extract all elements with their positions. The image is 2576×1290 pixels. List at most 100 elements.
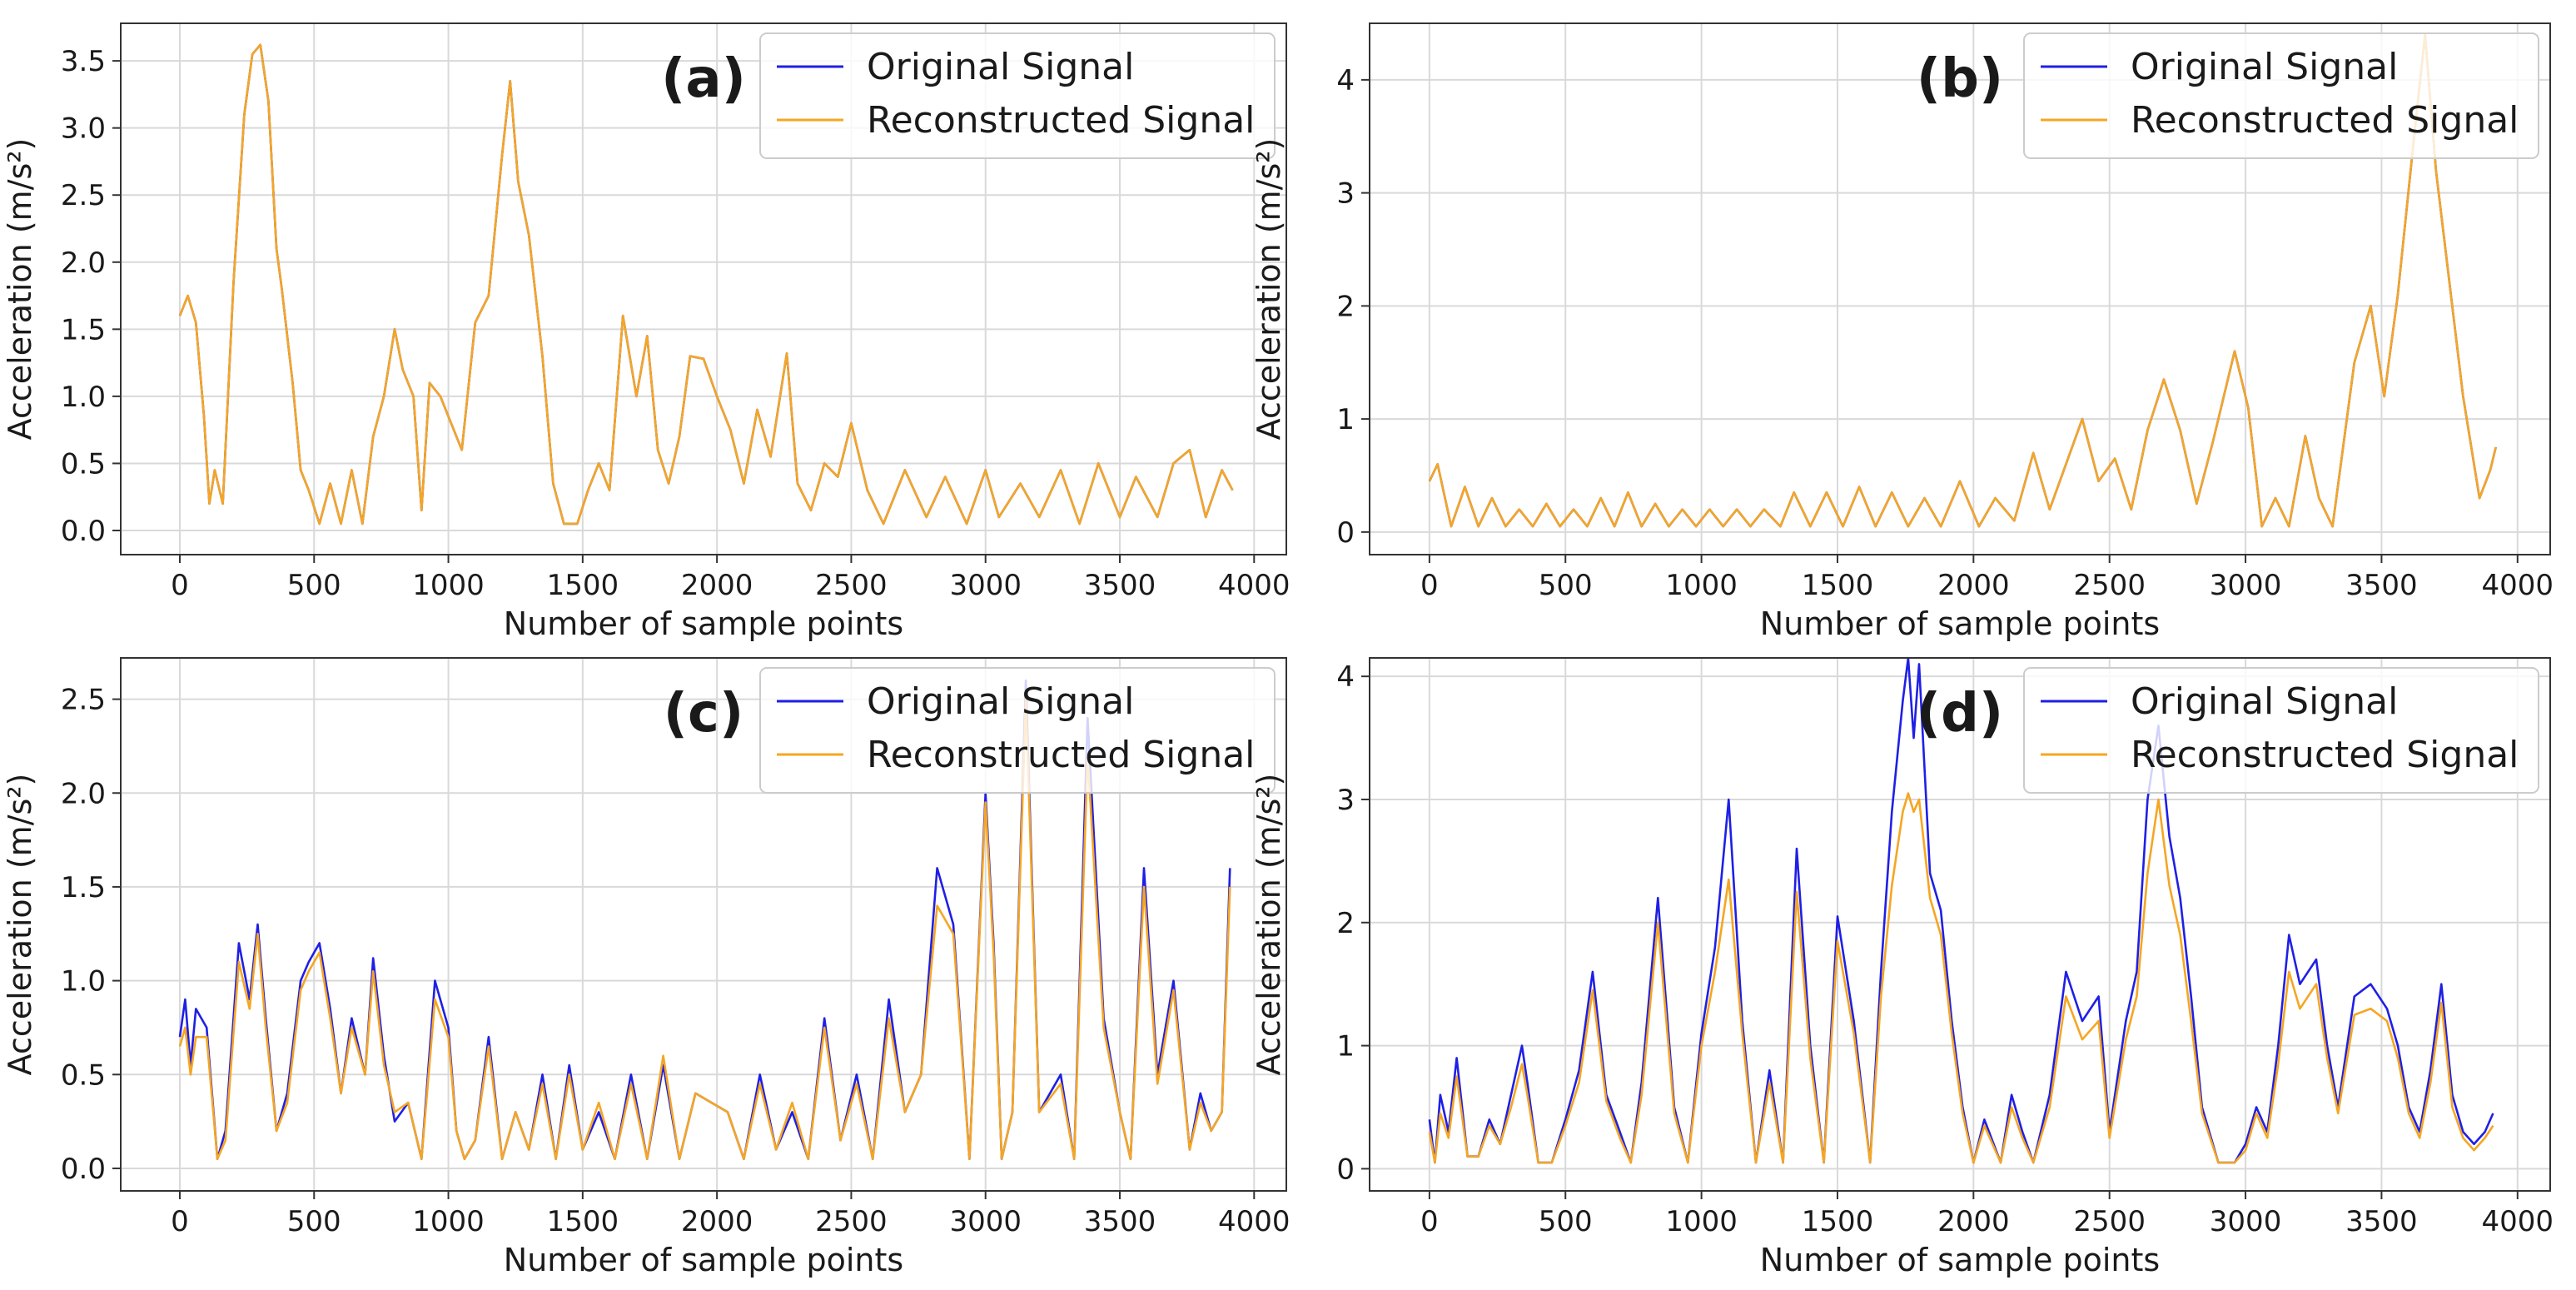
x-tick-label: 500 (1539, 569, 1593, 602)
x-tick-label: 4000 (2482, 1205, 2554, 1238)
x-axis-label: Number of sample points (1760, 1242, 2160, 1278)
x-tick-label: 1500 (547, 569, 619, 602)
legend-box (759, 32, 1276, 159)
y-tick-label: 3.5 (61, 45, 106, 78)
x-tick-label: 1000 (1665, 1205, 1738, 1238)
x-tick-label: 0 (1420, 1205, 1439, 1238)
x-tick-label: 3000 (2210, 569, 2282, 602)
x-tick-label: 3000 (2210, 1205, 2282, 1238)
panel-label: (a) (661, 48, 746, 110)
x-tick-label: 1000 (412, 569, 485, 602)
axes-frame (1369, 22, 2551, 555)
x-tick-label: 2000 (1937, 569, 2010, 602)
y-tick-label: 1 (1336, 1030, 1355, 1063)
y-tick-label: 4 (1336, 660, 1355, 694)
x-tick-label: 500 (287, 1205, 341, 1238)
x-tick-label: 2000 (1937, 1205, 2010, 1238)
legend-label: Reconstructed Signal (2131, 734, 2519, 776)
y-tick-label: 3 (1336, 784, 1355, 817)
panel-label: (c) (664, 683, 743, 745)
x-tick-label: 1000 (1665, 569, 1738, 602)
x-tick-label: 4000 (1218, 569, 1290, 602)
x-tick-label: 2500 (2073, 1205, 2146, 1238)
y-tick-label: 1.5 (61, 313, 106, 346)
y-tick-label: 2.0 (61, 247, 106, 280)
y-tick-label: 3 (1336, 177, 1355, 211)
y-tick-label: 1.0 (61, 381, 106, 414)
x-tick-label: 0 (171, 569, 189, 602)
axes-frame (120, 22, 1287, 555)
y-axis-label: Acceleration (m/s²) (2, 774, 38, 1076)
x-tick-label: 3500 (1084, 1205, 1156, 1238)
legend-box (2023, 667, 2539, 794)
x-tick-label: 1500 (1802, 569, 1874, 602)
y-tick-label: 2.5 (61, 684, 106, 717)
x-tick-label: 3500 (1084, 569, 1156, 602)
legend-label: Original Signal (867, 46, 1134, 88)
y-tick-label: 2.0 (61, 777, 106, 810)
y-axis-label: Acceleration (m/s²) (1251, 138, 1287, 441)
x-tick-label: 2000 (681, 1205, 753, 1238)
x-axis-label: Number of sample points (504, 1242, 903, 1278)
x-tick-label: 4000 (2482, 569, 2554, 602)
chart-panel-4: 0 500 1000 1500 2000 2500 3000 3500 4000 0 1 2 3 4 Num… (1251, 657, 2554, 1278)
legend: Original Signal Reconstructed Signal (2023, 32, 2539, 159)
reconstructed-signal-line (178, 43, 1234, 525)
x-tick-label: 3000 (949, 1205, 1022, 1238)
x-tick-label: 1500 (1802, 1205, 1874, 1238)
x-axis-label: Number of sample points (1760, 605, 2160, 642)
y-tick-label: 2 (1336, 290, 1355, 323)
legend-label: Original Signal (867, 680, 1134, 723)
reconstructed-signal-line (178, 698, 1231, 1160)
y-tick-label: 0.0 (61, 515, 106, 548)
x-tick-label: 0 (1420, 569, 1439, 602)
x-tick-label: 2500 (2073, 569, 2146, 602)
y-tick-label: 4 (1336, 64, 1355, 97)
y-tick-label: 0.0 (61, 1153, 106, 1186)
x-tick-label: 500 (1539, 1205, 1593, 1238)
original-signal-line (1428, 658, 2494, 1164)
y-tick-label: 1.0 (61, 965, 106, 999)
axes-frame (1369, 657, 2551, 1192)
y-tick-label: 1 (1336, 403, 1355, 436)
x-tick-label: 0 (171, 1205, 189, 1238)
legend: Original Signal Reconstructed Signal (759, 667, 1276, 794)
axes-frame (120, 657, 1287, 1192)
x-tick-label: 500 (287, 569, 341, 602)
legend-label: Original Signal (2131, 46, 2398, 88)
x-tick-label: 2000 (681, 569, 753, 602)
x-tick-label: 3500 (2345, 569, 2418, 602)
y-tick-label: 2 (1336, 907, 1355, 940)
y-tick-label: 0.5 (61, 1058, 106, 1092)
legend-label: Reconstructed Signal (867, 99, 1255, 142)
y-tick-label: 1.5 (61, 871, 106, 904)
panel-label: (d) (1917, 683, 2003, 745)
y-tick-label: 0 (1336, 1153, 1355, 1186)
y-tick-label: 0.5 (61, 447, 106, 481)
x-tick-label: 1500 (547, 1205, 619, 1238)
x-tick-label: 2500 (815, 1205, 888, 1238)
y-tick-label: 0 (1336, 516, 1355, 550)
x-tick-label: 2500 (815, 569, 888, 602)
x-tick-label: 3500 (2345, 1205, 2418, 1238)
chart-panel-2: 0 500 1000 1500 2000 2500 3000 3500 4000 0 1 2 3 4 Num… (1251, 22, 2554, 642)
legend: Original Signal Reconstructed Signal (759, 32, 1276, 159)
legend-label: Reconstructed Signal (2131, 99, 2519, 142)
reconstructed-signal-line (1428, 33, 2497, 528)
x-tick-label: 4000 (1218, 1205, 1290, 1238)
y-tick-label: 2.5 (61, 179, 106, 212)
legend-label: Original Signal (2131, 680, 2398, 723)
legend: Original Signal Reconstructed Signal (2023, 667, 2539, 794)
legend-label: Reconstructed Signal (867, 734, 1255, 776)
x-tick-label: 1000 (412, 1205, 485, 1238)
y-axis-label: Acceleration (m/s²) (1251, 774, 1287, 1076)
panel-label: (b) (1917, 48, 2003, 110)
legend-box (2023, 32, 2539, 159)
chart-panel-1: 0 500 1000 1500 2000 2500 3000 3500 4000 0.0 0.5 1.… (2, 22, 1290, 642)
chart-panel-3: 0 500 1000 1500 2000 2500 3000 3500 4000 0.0 0.5 1.… (2, 657, 1290, 1278)
x-tick-label: 3000 (949, 569, 1022, 602)
legend-box (759, 667, 1276, 794)
reconstructed-signal-line (1428, 792, 2494, 1164)
y-axis-label: Acceleration (m/s²) (2, 138, 38, 441)
